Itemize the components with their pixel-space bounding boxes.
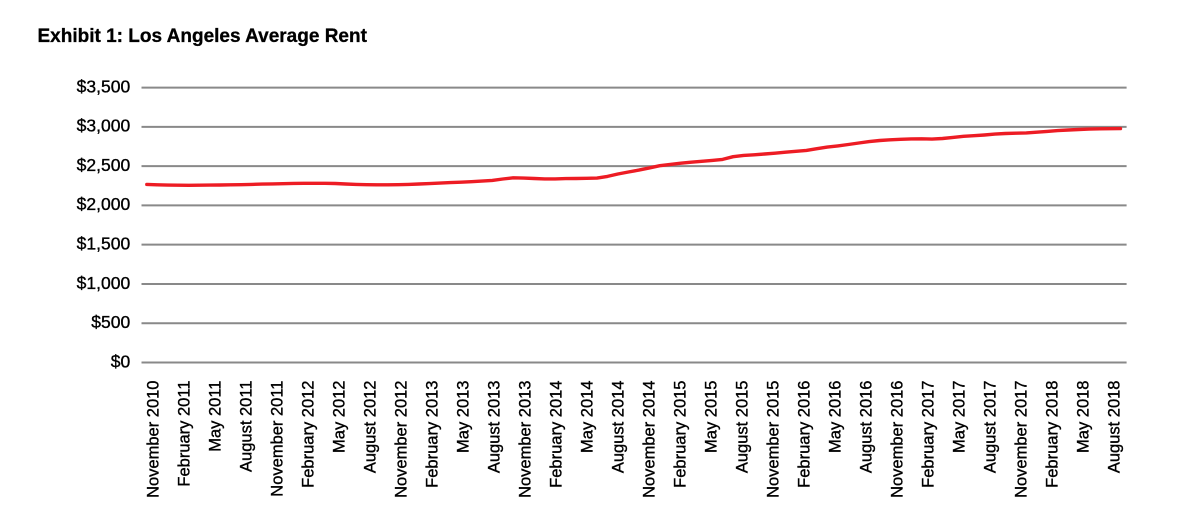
svg-text:May 2015: May 2015: [703, 381, 721, 453]
svg-text:February 2011: February 2011: [176, 381, 194, 487]
svg-text:February 2016: February 2016: [796, 381, 814, 488]
svg-text:November 2013: November 2013: [517, 381, 535, 498]
svg-text:May 2017: May 2017: [951, 381, 969, 453]
svg-text:August 2011: August 2011: [238, 381, 256, 472]
svg-text:November 2016: November 2016: [889, 381, 907, 498]
svg-text:February 2014: February 2014: [548, 381, 566, 488]
svg-text:May 2012: May 2012: [331, 381, 349, 453]
svg-text:August 2012: August 2012: [362, 381, 380, 474]
svg-text:$2,000: $2,000: [77, 194, 131, 214]
svg-text:May 2014: May 2014: [579, 381, 597, 453]
svg-text:February 2017: February 2017: [920, 381, 938, 488]
svg-text:February 2013: February 2013: [424, 380, 442, 487]
svg-text:August 2016: August 2016: [858, 381, 876, 474]
svg-text:February 2015: February 2015: [672, 381, 690, 488]
svg-text:August 2013: August 2013: [486, 380, 504, 473]
svg-text:May 2011: May 2011: [207, 381, 225, 452]
svg-text:February 2012: February 2012: [300, 381, 318, 488]
svg-text:May 2016: May 2016: [827, 381, 845, 453]
svg-text:$1,000: $1,000: [77, 273, 131, 293]
svg-text:November 2010: November 2010: [145, 381, 163, 498]
svg-text:May 2013: May 2013: [455, 380, 473, 452]
svg-text:February 2018: February 2018: [1044, 381, 1062, 488]
svg-text:August 2014: August 2014: [610, 381, 628, 474]
svg-text:$1,500: $1,500: [77, 233, 131, 253]
svg-text:November 2014: November 2014: [641, 381, 659, 498]
svg-text:November 2011: November 2011: [269, 381, 287, 497]
svg-text:November 2017: November 2017: [1013, 381, 1031, 498]
svg-text:August 2018: August 2018: [1106, 381, 1124, 474]
svg-text:August 2017: August 2017: [982, 381, 1000, 474]
svg-text:$2,500: $2,500: [77, 155, 131, 175]
svg-text:$0: $0: [111, 351, 131, 371]
svg-text:Exhibit 1: Los Angeles Average: Exhibit 1: Los Angeles Average Rent: [38, 26, 368, 47]
svg-text:November 2015: November 2015: [765, 381, 783, 498]
svg-text:$3,500: $3,500: [77, 76, 131, 96]
svg-text:May 2018: May 2018: [1075, 381, 1093, 453]
svg-text:$3,000: $3,000: [77, 116, 131, 136]
svg-text:$500: $500: [91, 312, 130, 332]
svg-text:August 2015: August 2015: [734, 381, 752, 474]
svg-text:November 2012: November 2012: [393, 380, 411, 497]
